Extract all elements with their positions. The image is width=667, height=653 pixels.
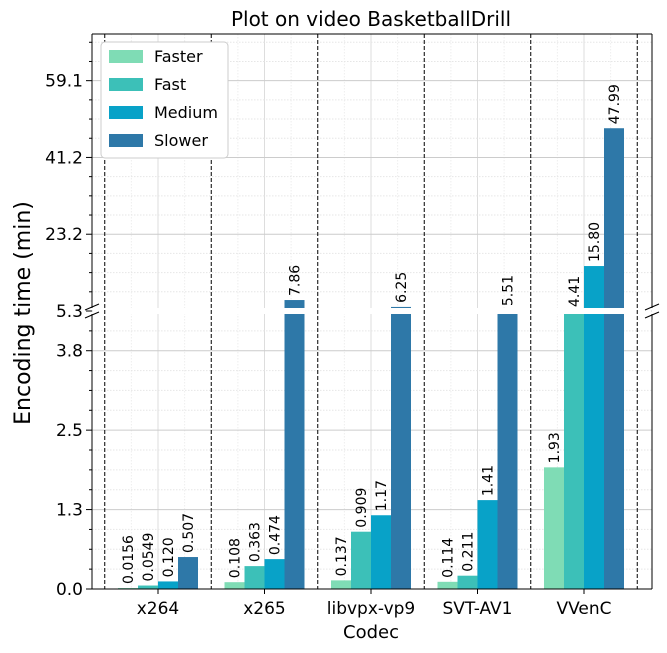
axes-frame (84, 33, 660, 590)
y-tick-label: 5.3 (56, 302, 83, 322)
legend-box (100, 41, 229, 159)
x-tick-label: x264 (137, 599, 180, 619)
y-tick-label: 41.2 (45, 148, 83, 168)
axis-break-mark (84, 303, 100, 311)
bar (371, 515, 391, 589)
legend-label: Medium (154, 103, 218, 122)
chart-title: Plot on video BasketballDrill (231, 7, 511, 31)
y-tick-label: 1.3 (56, 501, 83, 521)
y-axis-ticks: 0.0 1.3 2.5 3.8 5.3 23.2 41.2 59.1 (45, 41, 92, 600)
legend-label: Slower (154, 131, 208, 150)
legend-swatch (109, 78, 143, 91)
data-label: 1.93 (547, 432, 563, 463)
data-label: 0.909 (354, 488, 370, 528)
data-label: 6.25 (394, 272, 410, 303)
bars-layer (93, 128, 651, 589)
y-axis-label: Encoding time (min) (11, 201, 36, 425)
bar (604, 128, 624, 589)
x-tick-label: SVT-AV1 (443, 599, 513, 619)
legend-swatch (109, 134, 143, 147)
data-label: 47.99 (607, 84, 623, 124)
x-tick-label: x265 (243, 599, 286, 619)
bar (264, 559, 285, 589)
data-label: 7.86 (288, 265, 304, 296)
data-labels: 0.0156 0.108 0.137 0.114 1.93 0.0549 0.363 0.90… (121, 84, 623, 584)
group-separators (104, 34, 638, 589)
data-label: 1.41 (481, 465, 497, 496)
data-label: 15.80 (587, 222, 603, 262)
y-tick-label: 59.1 (45, 72, 83, 92)
data-label: 1.17 (374, 480, 390, 511)
data-label: 0.114 (441, 538, 457, 578)
bar (138, 585, 158, 589)
y-tick-label: 0.0 (56, 580, 83, 600)
x-axis-label: Codec (343, 622, 399, 643)
legend-label: Fast (154, 75, 186, 94)
bar (457, 575, 478, 589)
legend-label: Faster (154, 47, 203, 66)
data-label: 0.211 (461, 532, 477, 572)
bar (564, 311, 584, 589)
bar (178, 557, 198, 589)
bar (437, 581, 458, 589)
bar (244, 566, 265, 589)
legend-swatch (109, 50, 143, 63)
legend-swatch (109, 106, 143, 119)
axis-break-mark (84, 311, 100, 319)
y-tick-label: 2.5 (56, 421, 83, 441)
bar (284, 300, 305, 589)
data-label: 0.137 (334, 536, 350, 576)
bar (584, 266, 604, 589)
bar (351, 531, 371, 589)
x-tick-label: VVenC (556, 599, 611, 619)
data-label: 0.120 (161, 537, 177, 577)
bar (477, 500, 498, 589)
legend: Faster Fast Medium Slower (100, 41, 229, 159)
bar (331, 580, 351, 589)
axis-break-mark (644, 311, 660, 319)
axis-break-mark (644, 303, 660, 311)
x-tick-label: libvpx-vp9 (327, 599, 416, 619)
data-label: 0.363 (248, 522, 264, 562)
data-label: 4.41 (567, 276, 583, 307)
data-label: 5.51 (501, 275, 517, 306)
data-label: 0.0549 (141, 533, 157, 582)
data-label: 0.108 (228, 538, 244, 578)
bar (391, 306, 411, 589)
data-label: 0.474 (268, 515, 284, 555)
x-axis-ticks: x264 x265 libvpx-vp9 SVT-AV1 VVenC (137, 589, 612, 619)
bar (224, 582, 245, 589)
bar (544, 467, 564, 589)
y-tick-label: 3.8 (56, 342, 83, 362)
y-tick-label: 23.2 (45, 225, 83, 245)
bar (497, 310, 518, 589)
bar (158, 581, 178, 589)
axis-break-gap (93, 308, 651, 314)
data-label: 0.0156 (121, 535, 137, 584)
data-label: 0.507 (181, 513, 197, 553)
